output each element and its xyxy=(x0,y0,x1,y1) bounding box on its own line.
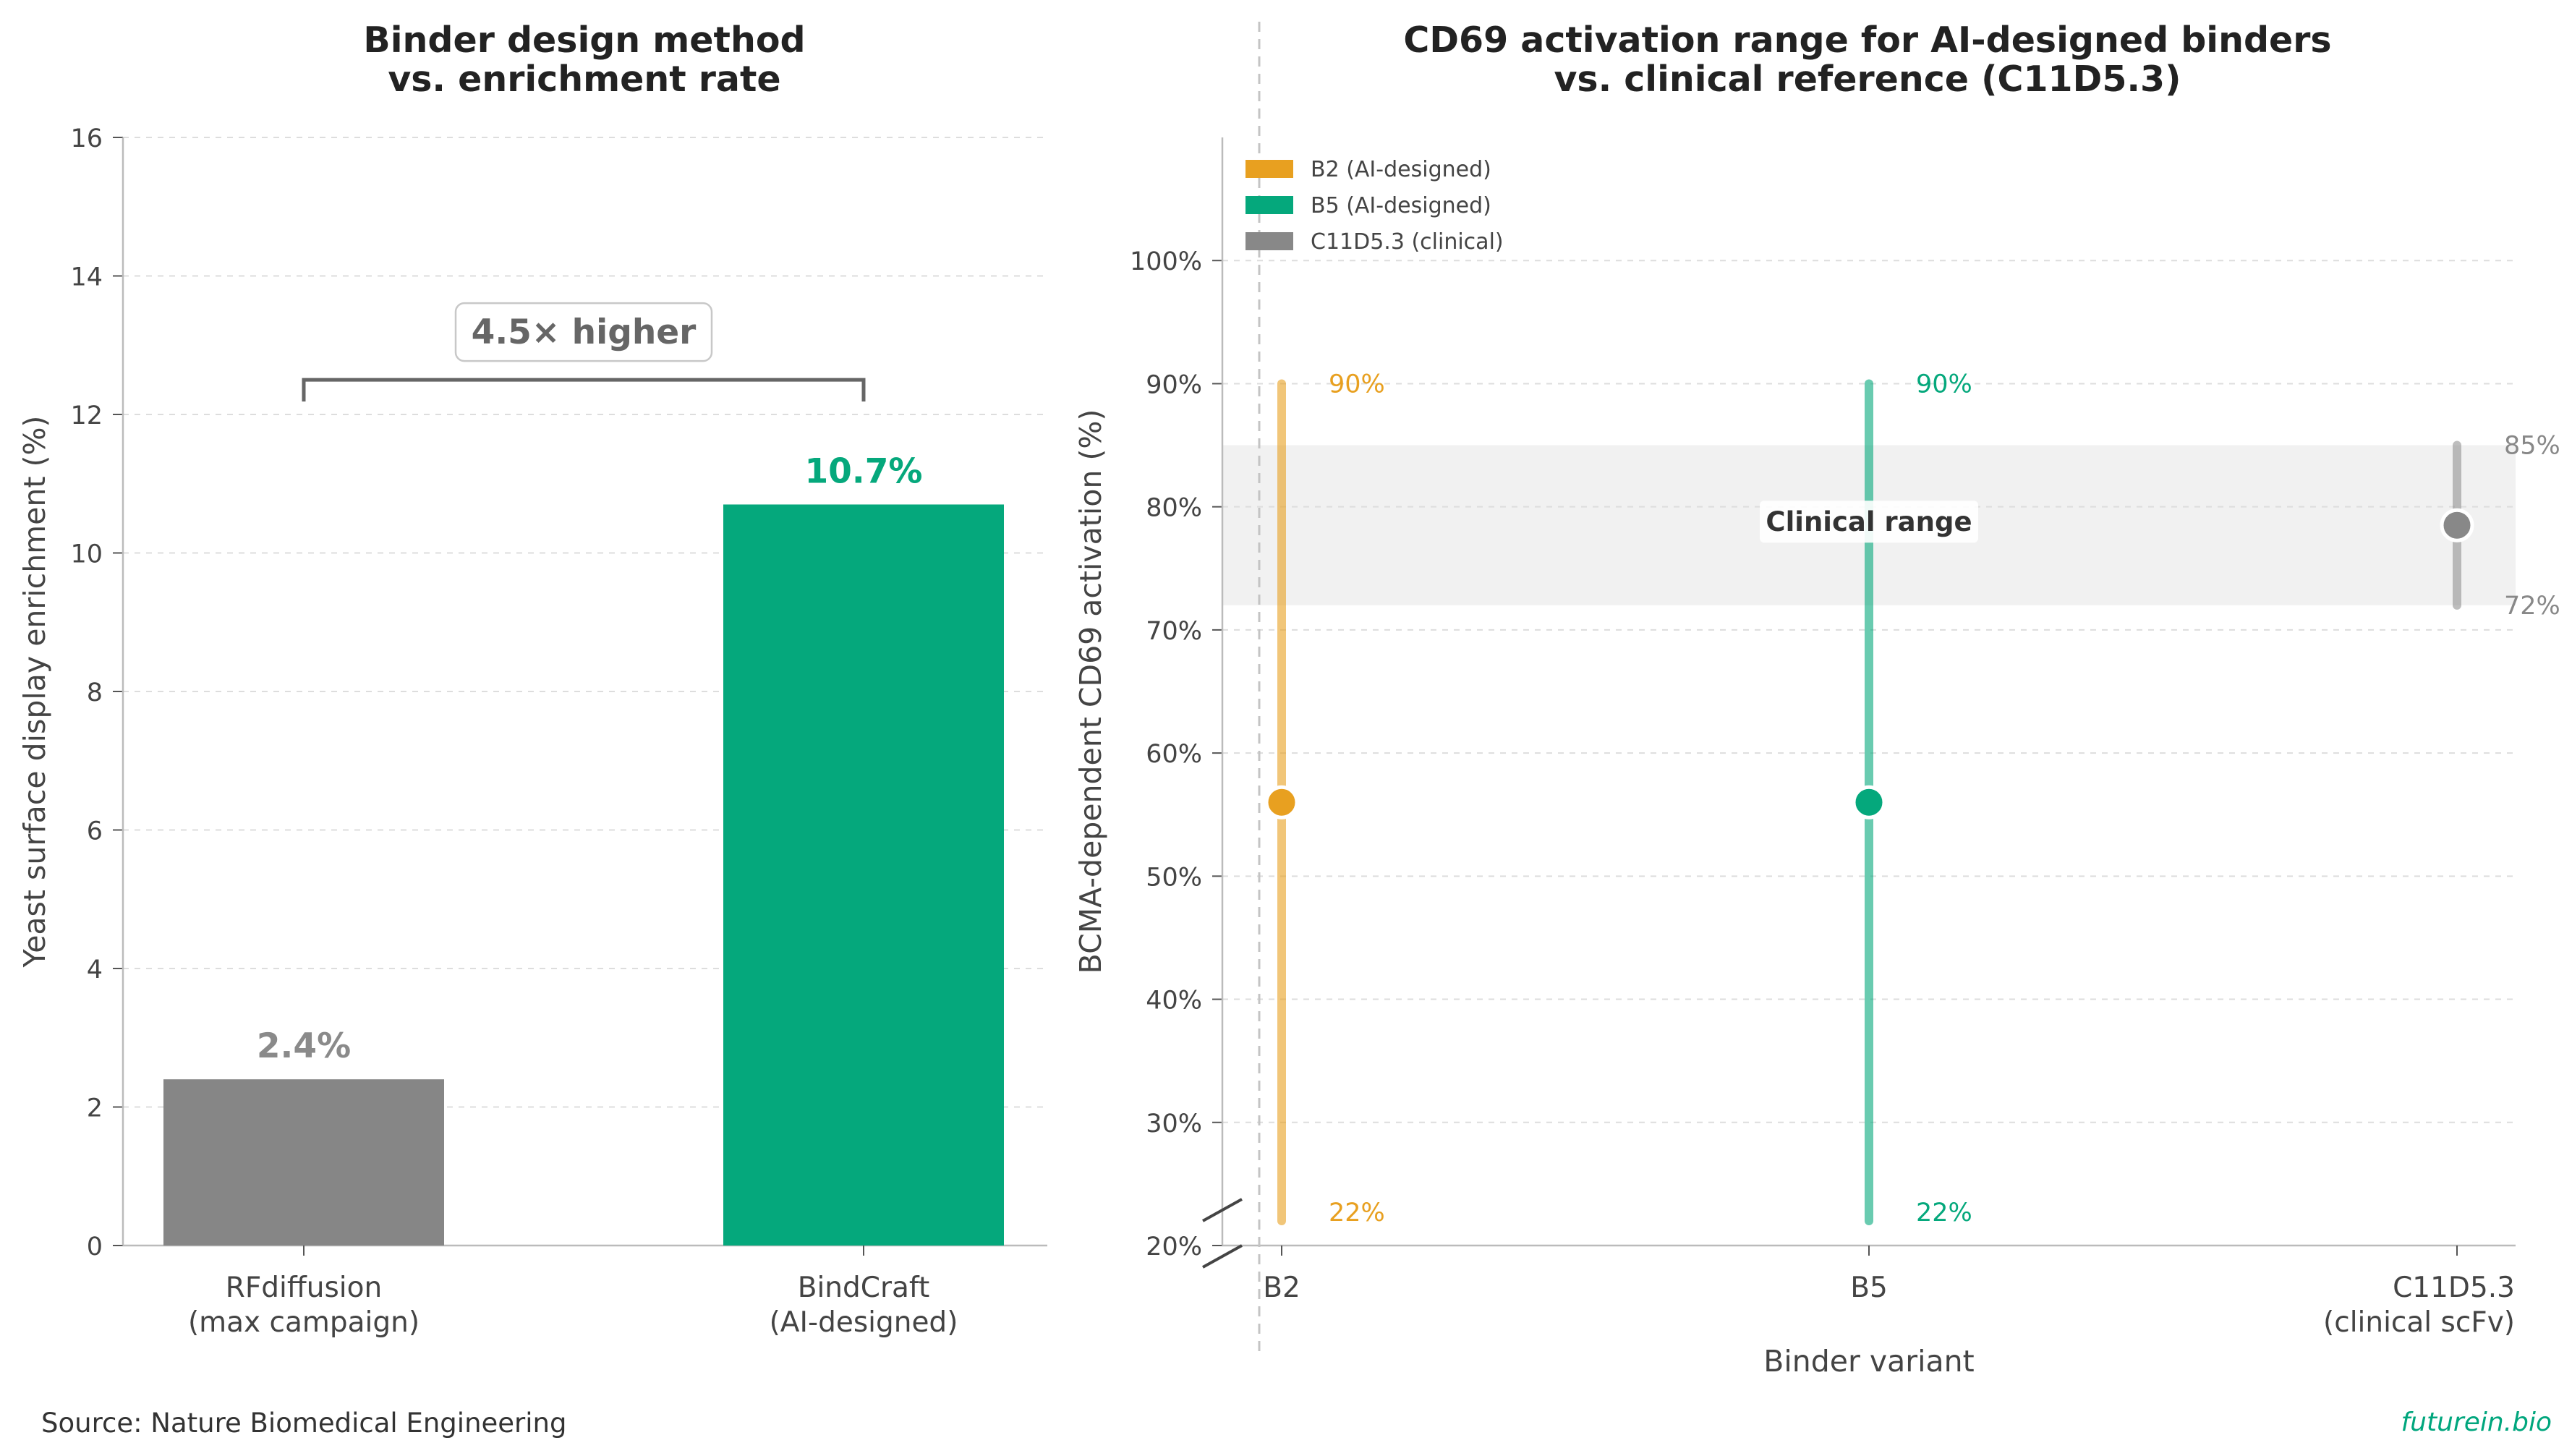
bar-value-label: 2.4% xyxy=(257,1026,351,1066)
annotation-text: 4.5× higher xyxy=(472,312,697,352)
chart-title: CD69 activation range for AI-designed bi… xyxy=(1403,20,2331,61)
legend-label: C11D5.3 (clinical) xyxy=(1311,229,1504,255)
legend-swatch xyxy=(1245,196,1293,214)
x-tick-label: (AI-designed) xyxy=(770,1306,958,1339)
y-tick-label: 16 xyxy=(70,124,103,153)
y-tick-label: 90% xyxy=(1146,370,1202,399)
source-note: Source: Nature Biomedical Engineering xyxy=(41,1408,567,1439)
annotation-box xyxy=(454,302,713,362)
y-tick-label: 0 xyxy=(87,1233,103,1261)
y-tick-label: 8 xyxy=(87,678,103,707)
chart-title: vs. enrichment rate xyxy=(388,59,780,100)
point-marker xyxy=(2440,508,2474,542)
legend-swatch xyxy=(1245,232,1293,250)
y-tick-label: 20% xyxy=(1146,1233,1202,1261)
comparison-bracket xyxy=(302,378,866,402)
brand-link[interactable]: futurein.bio xyxy=(2401,1408,2552,1437)
x-tick-label: RFdiffusion xyxy=(226,1272,382,1304)
y-tick-label: 6 xyxy=(87,817,103,846)
x-tick-label: BindCraft xyxy=(798,1272,930,1304)
y-tick-label: 80% xyxy=(1146,494,1202,523)
axis-break-mark xyxy=(1202,1244,1243,1269)
axis-break-mark xyxy=(1202,1198,1243,1222)
range-low-label: 22% xyxy=(1916,1199,1972,1227)
legend-label: B2 (AI-designed) xyxy=(1311,157,1491,182)
y-tick-label: 40% xyxy=(1146,987,1202,1016)
y-tick-label: 12 xyxy=(70,401,103,430)
y-tick-label: 4 xyxy=(87,955,103,984)
x-tick-label: B2 xyxy=(1263,1272,1300,1304)
legend-label: B5 (AI-designed) xyxy=(1311,193,1491,218)
x-tick-label: C11D5.3 xyxy=(2393,1272,2515,1304)
y-tick-label: 14 xyxy=(70,263,103,292)
range-high-label: 90% xyxy=(1329,370,1385,399)
y-axis-label: Yeast surface display enrichment (%) xyxy=(17,416,52,968)
y-tick-label: 30% xyxy=(1146,1110,1202,1138)
point-marker xyxy=(1852,785,1886,819)
bar xyxy=(723,504,1004,1246)
x-axis-label: Binder variant xyxy=(1763,1344,1974,1379)
legend-swatch xyxy=(1245,160,1293,178)
point-marker xyxy=(1264,785,1299,819)
y-axis-label: BCMA-dependent CD69 activation (%) xyxy=(1073,409,1108,974)
y-tick-label: 60% xyxy=(1146,740,1202,769)
chart-title: vs. clinical reference (C11D5.3) xyxy=(1554,59,2181,100)
y-tick-label: 10 xyxy=(70,540,103,569)
range-high-label: 90% xyxy=(1916,370,1972,399)
y-tick-label: 70% xyxy=(1146,617,1202,646)
band-label: Clinical range xyxy=(1766,506,1972,537)
x-tick-label: B5 xyxy=(1850,1272,1888,1304)
y-tick-label: 50% xyxy=(1146,863,1202,892)
range-high-label: 85% xyxy=(2504,432,2560,461)
band-label-box xyxy=(1760,501,1978,543)
bar-value-label: 10.7% xyxy=(804,451,922,491)
bar xyxy=(163,1079,444,1246)
y-tick-label: 100% xyxy=(1130,247,1202,276)
chart-title: Binder design method xyxy=(363,20,805,61)
range-low-label: 22% xyxy=(1329,1199,1385,1227)
x-tick-label: (clinical scFv) xyxy=(2323,1306,2515,1339)
x-tick-label: (max campaign) xyxy=(188,1306,420,1339)
y-tick-label: 2 xyxy=(87,1094,103,1123)
range-low-label: 72% xyxy=(2504,592,2560,621)
